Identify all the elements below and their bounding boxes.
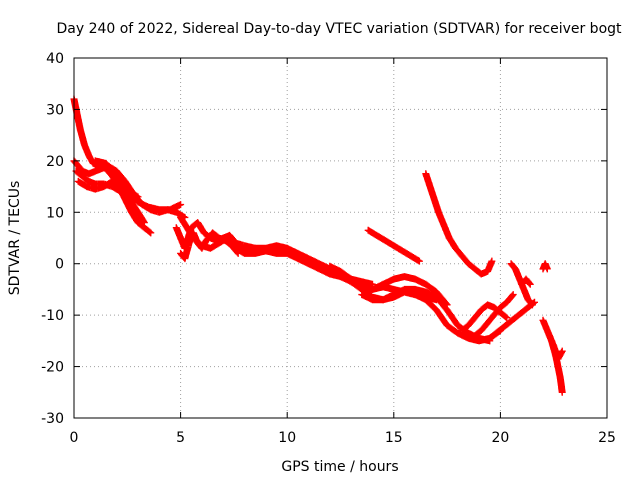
gridlines [74,58,607,418]
data-point-markers [91,157,185,214]
series-arc-11 [337,273,451,309]
x-tick-label: 15 [385,430,403,446]
series-arc-19 [518,275,534,288]
y-tick-label: 0 [55,257,64,273]
y-tick-labels: -30 -20 -10 0 10 20 30 40 [41,51,64,427]
x-tick-label: 5 [176,430,185,446]
x-axis-label: GPS time / hours [281,459,398,475]
x-tick-label: 0 [70,430,79,446]
y-tick-label: 10 [46,205,64,221]
chart-title: Day 240 of 2022, Sidereal Day-to-day VTE… [56,21,622,37]
data-point-markers [177,229,242,263]
data-marks [70,95,566,396]
data-point-markers [518,275,534,288]
data-point-markers [471,291,517,340]
data-point-markers [545,332,566,363]
series-arc-16 [471,291,517,340]
data-point-markers [422,170,496,278]
x-tick-label: 25 [598,430,616,446]
y-tick-label: 40 [46,51,64,67]
y-tick-label: -10 [41,308,64,324]
series-arc-20 [539,260,551,273]
series-arc-8 [177,229,242,263]
y-tick-label: 20 [46,154,64,170]
series-arc-14 [422,170,496,278]
data-point-markers [539,260,551,273]
x-tick-labels: 0 5 10 15 20 25 [70,430,616,446]
y-tick-label: 30 [46,102,64,118]
y-axis-label: SDTVAR / TECUs [7,181,23,296]
series-arc-13 [364,226,423,265]
x-tick-label: 10 [278,430,296,446]
series-arc-5 [91,157,185,214]
data-point-markers [337,273,451,309]
axis-ticks [73,57,608,419]
y-tick-label: -20 [41,360,64,376]
x-tick-label: 20 [491,430,509,446]
series-arc-22 [545,332,566,363]
plot-frame [73,57,608,419]
data-point-markers [364,226,423,265]
y-tick-label: -30 [41,411,64,427]
